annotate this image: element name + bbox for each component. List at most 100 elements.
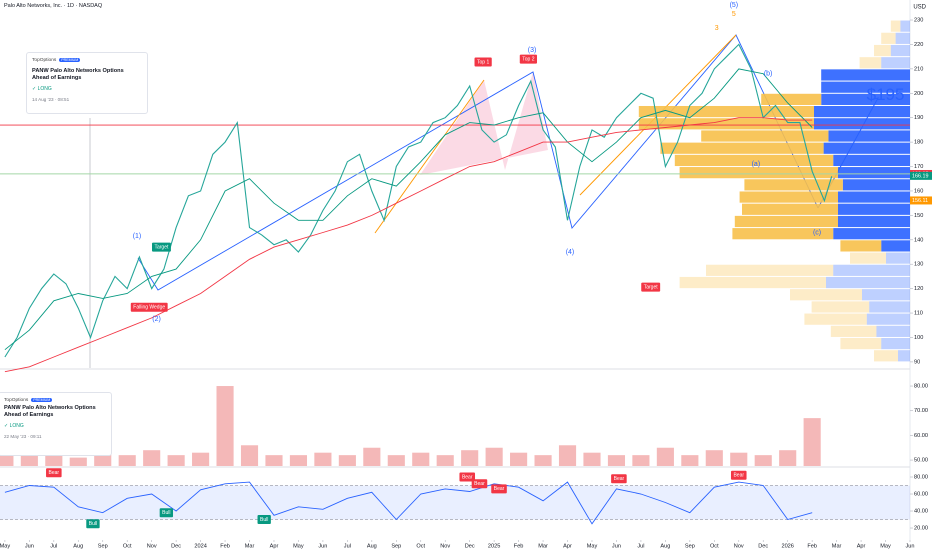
- profile-down: [890, 20, 901, 32]
- trend-line: [374, 79, 485, 234]
- x-tick-label: Feb: [220, 543, 230, 549]
- volume-bar: [387, 455, 405, 466]
- profile-up: [833, 228, 910, 240]
- profile-down: [790, 289, 862, 301]
- annotation-label: $195: [867, 85, 905, 104]
- profile-up: [838, 167, 910, 179]
- annotation-label: Bear: [614, 476, 625, 482]
- annotation-box: [641, 282, 661, 292]
- annotation-label: (2): [152, 316, 161, 323]
- annotation-label: Target: [644, 285, 659, 291]
- y-tick-label: 210: [914, 66, 923, 72]
- profile-up: [890, 44, 910, 57]
- profile-down: [811, 301, 870, 313]
- y-tick-label: 80.00: [914, 384, 928, 390]
- y-tick-label: 70.00: [914, 408, 928, 414]
- x-tick-label: Aug: [73, 543, 83, 549]
- profile-down: [638, 118, 814, 130]
- annotation-label: Bull: [162, 510, 170, 516]
- volume-bar: [216, 386, 234, 466]
- volume-bar: [632, 455, 650, 466]
- volume-bar: [803, 418, 821, 466]
- profile-up: [842, 179, 910, 191]
- volume-bar: [681, 455, 699, 466]
- y-tick-label: 60.00: [914, 433, 928, 439]
- annotation-label: Bull: [89, 521, 97, 527]
- annotation-label: Bear: [494, 486, 505, 492]
- news-badge: PREMIUM: [59, 58, 81, 62]
- profile-down: [732, 228, 834, 240]
- news-card[interactable]: TopOptions PREMIUM PANW Palo Alto Network…: [26, 52, 148, 114]
- price-tag-label: 156.11: [912, 198, 928, 204]
- annotation-label: Top 1: [477, 59, 489, 65]
- profile-up: [900, 20, 910, 32]
- x-tick-label: Aug: [660, 543, 670, 549]
- volume-bar: [45, 455, 63, 466]
- volume-bar: [94, 452, 112, 466]
- annotation-label: Bull: [260, 517, 268, 523]
- y-tick-label: 160: [914, 188, 923, 194]
- y-tick-label: 20.00: [914, 525, 928, 531]
- volume-bar: [412, 452, 430, 466]
- profile-down: [840, 337, 882, 350]
- y-tick-label: 170: [914, 164, 923, 170]
- y-tick-label: 190: [914, 115, 923, 121]
- volume-bar: [607, 455, 626, 466]
- x-tick-label: Aug: [367, 543, 377, 549]
- annotation-box: [86, 519, 100, 529]
- x-tick-label: Jun: [905, 543, 914, 549]
- volume-bar: [779, 450, 797, 466]
- annotation-box: [459, 472, 476, 482]
- news-source: TopOptions: [32, 58, 57, 63]
- annotation-label: (4): [566, 249, 575, 256]
- annotation-box: [159, 508, 174, 518]
- rsi-band: [0, 485, 910, 520]
- annotation-label: Top 2: [522, 56, 534, 62]
- news-source: TopOptions: [4, 398, 29, 403]
- volume-bar: [143, 450, 161, 466]
- news-card[interactable]: TopOptions PREMIUM PANW Palo Alto Network…: [0, 392, 112, 456]
- volume-bar: [69, 457, 87, 466]
- annotation-box: [491, 484, 507, 494]
- volume-bar: [265, 455, 283, 466]
- profile-down: [706, 264, 834, 276]
- profile-down: [674, 154, 834, 167]
- annotation-label: (a): [752, 161, 761, 168]
- annotation-label: (5): [730, 2, 739, 9]
- volume-bar: [0, 452, 14, 466]
- y-tick-label: 90: [914, 359, 920, 365]
- profile-down: [874, 350, 898, 362]
- x-tick-label: Apr: [563, 543, 572, 549]
- profile-up: [821, 69, 910, 81]
- volume-bar: [240, 445, 259, 466]
- x-tick-label: Mar: [245, 543, 255, 549]
- annotation-label: (3): [528, 47, 537, 54]
- profile-down: [701, 130, 829, 142]
- y-tick-label: 150: [914, 213, 923, 219]
- volume-bar: [754, 455, 772, 466]
- volume-bar: [485, 447, 503, 466]
- x-tick-label: 2026: [781, 543, 793, 549]
- volume-bar: [314, 452, 332, 466]
- profile-down: [679, 167, 838, 179]
- x-tick-label: Dec: [465, 543, 475, 549]
- profile-down: [679, 276, 826, 289]
- profile-down: [859, 57, 882, 69]
- profile-up: [895, 32, 910, 44]
- news-date: 14 Aug '23 · 08:51: [32, 97, 70, 102]
- profile-up: [823, 142, 910, 154]
- annotation-label: Bear: [474, 481, 485, 487]
- y-tick-label: 180: [914, 140, 923, 146]
- profile-up: [821, 93, 910, 105]
- x-tick-label: Mar: [538, 543, 548, 549]
- volume-bar: [20, 455, 38, 466]
- profile-down: [744, 179, 843, 191]
- annotation-box: [130, 302, 168, 312]
- x-tick-label: Apr: [857, 543, 866, 549]
- x-tick-label: Nov: [734, 543, 744, 549]
- series-line: [4, 68, 813, 351]
- x-tick-label: Oct: [710, 543, 719, 549]
- y-tick-label: 220: [914, 42, 923, 48]
- profile-up: [826, 276, 910, 289]
